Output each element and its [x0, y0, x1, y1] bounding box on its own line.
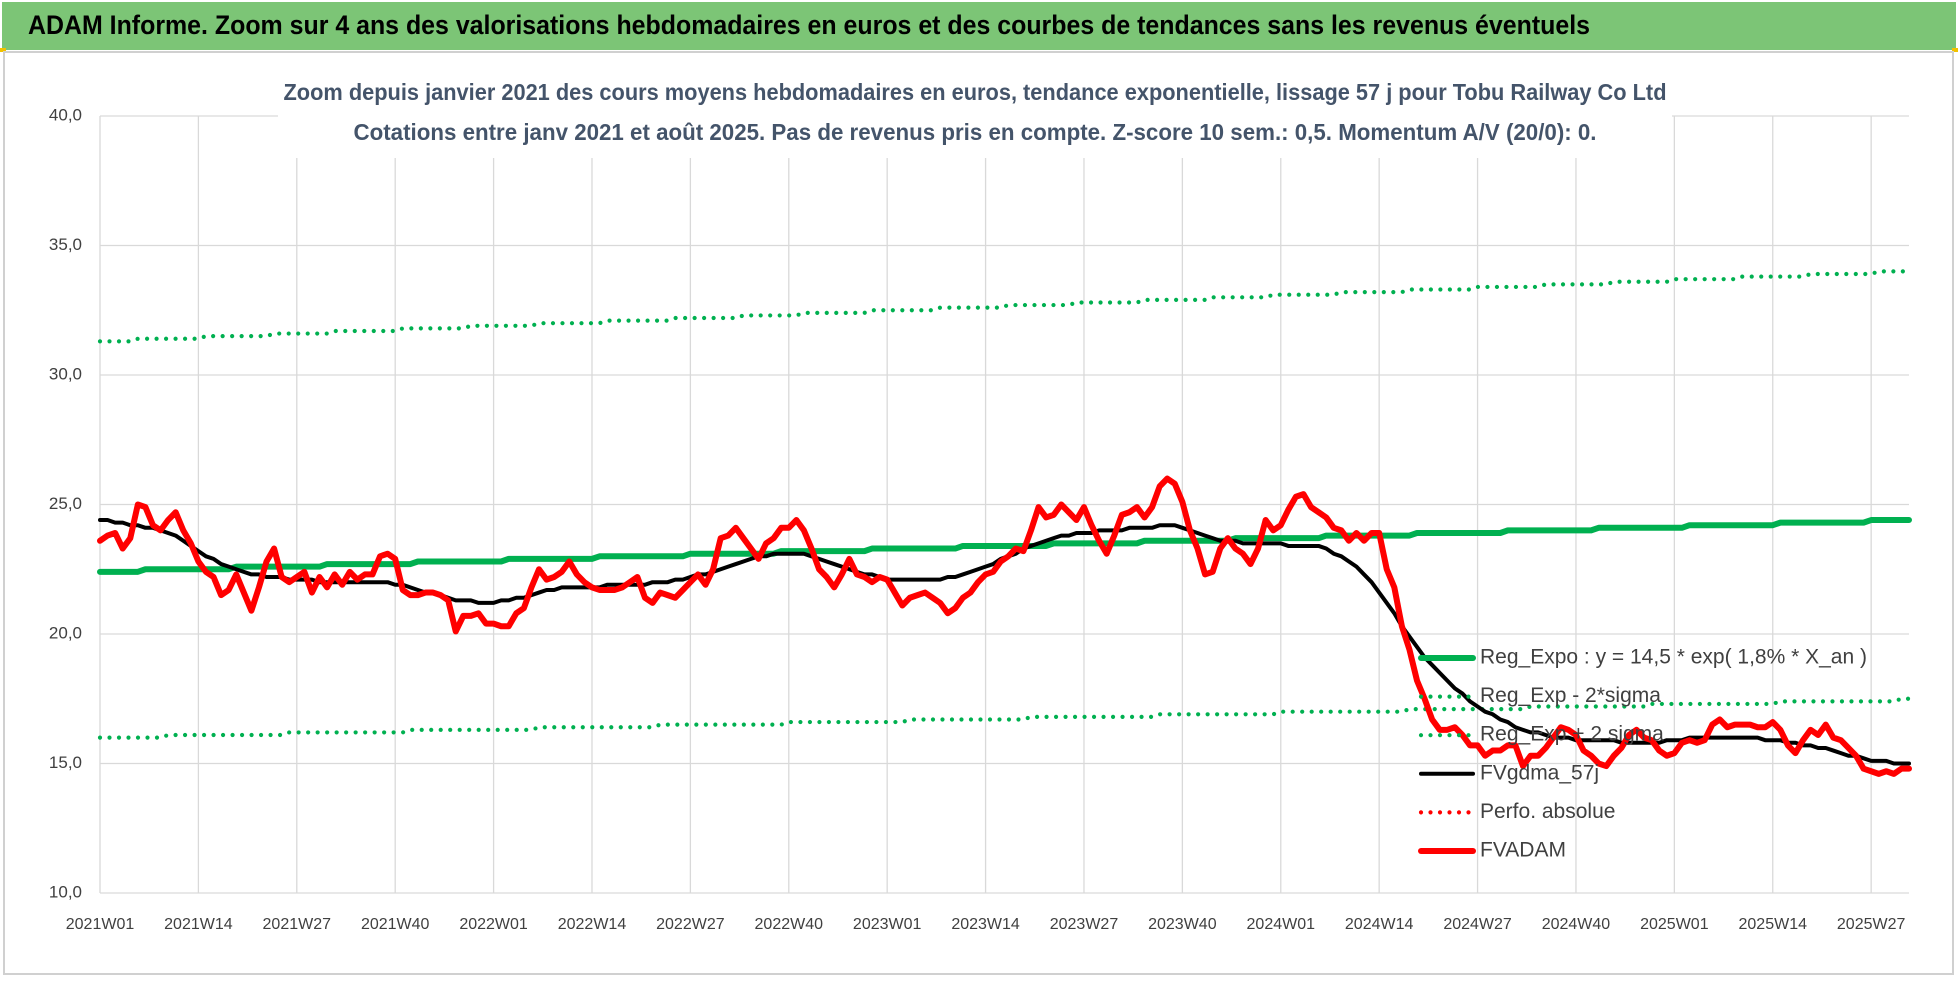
legend-label: FVADAM — [1480, 839, 1566, 862]
series-line — [97, 475, 1912, 777]
x-tick-label: 2022W27 — [656, 916, 725, 933]
title-box — [278, 74, 1672, 158]
series-lines — [97, 269, 1912, 777]
x-tick-label: 2022W14 — [558, 916, 627, 933]
x-tick-label: 2023W01 — [853, 916, 922, 933]
x-tick-label: 2021W14 — [164, 916, 233, 933]
series-line — [97, 517, 1912, 575]
y-tick-label: 20,0 — [49, 623, 82, 642]
x-tick-label: 2024W27 — [1443, 916, 1512, 933]
x-tick-label: 2024W14 — [1345, 916, 1414, 933]
chart-title: Zoom depuis janvier 2021 des cours moyen… — [284, 79, 1667, 105]
x-tick-label: 2025W14 — [1739, 916, 1808, 933]
x-tick-label: 2024W01 — [1247, 916, 1316, 933]
y-tick-label: 30,0 — [49, 364, 82, 383]
y-tick-label: 35,0 — [49, 235, 82, 254]
legend: Reg_Expo : y = 14,5 * exp( 1,8% * X_an )… — [1418, 646, 1867, 862]
header-band — [2, 2, 1956, 50]
x-tick-label: 2023W14 — [951, 916, 1020, 933]
legend-label: Reg_Exp - 2*sigma — [1480, 684, 1661, 707]
x-tick-label: 2025W01 — [1640, 916, 1709, 933]
x-tick-label: 2021W01 — [66, 916, 135, 933]
chart-subtitle: Cotations entre janv 2021 et août 2025. … — [354, 119, 1597, 145]
series-line — [97, 696, 1912, 740]
header-title: ADAM Informe. Zoom sur 4 ans des valoris… — [28, 10, 1590, 40]
x-tick-label: 2023W27 — [1050, 916, 1119, 933]
x-tick-label: 2021W40 — [361, 916, 430, 933]
y-tick-label: 10,0 — [49, 882, 82, 901]
legend-label: Reg_Exp + 2 sigma — [1480, 723, 1664, 746]
x-tick-label: 2024W40 — [1542, 916, 1611, 933]
x-tick-label: 2025W27 — [1837, 916, 1906, 933]
legend-label: Perfo. absolue — [1480, 800, 1615, 823]
corner-accent — [1952, 48, 1958, 52]
x-tick-label: 2022W40 — [755, 916, 824, 933]
corner-accent — [0, 48, 6, 52]
x-tick-label: 2023W40 — [1148, 916, 1217, 933]
legend-label: Reg_Expo : y = 14,5 * exp( 1,8% * X_an ) — [1480, 646, 1867, 669]
y-tick-label: 15,0 — [49, 753, 82, 772]
x-tick-label: 2022W01 — [459, 916, 528, 933]
y-tick-label: 40,0 — [49, 105, 82, 124]
x-tick-label: 2021W27 — [263, 916, 332, 933]
series-line — [97, 269, 1912, 344]
chart-frame — [3, 51, 1954, 975]
y-tick-label: 25,0 — [49, 494, 82, 513]
legend-label: FVgdma_57j — [1480, 761, 1599, 784]
